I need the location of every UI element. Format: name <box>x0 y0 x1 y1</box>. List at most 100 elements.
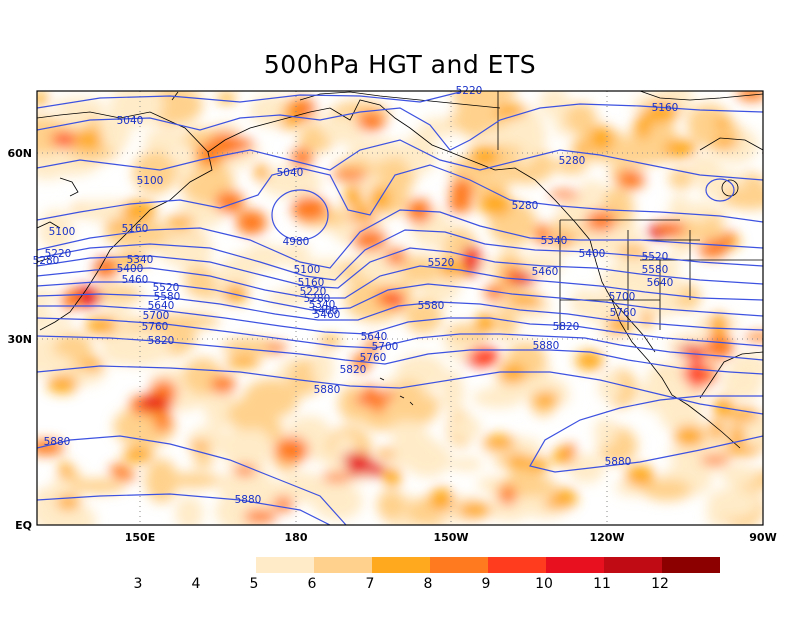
ets-patch <box>50 477 74 501</box>
ets-patch <box>291 147 313 169</box>
contour-label: 4980 <box>283 236 310 248</box>
ets-patch <box>321 115 365 144</box>
ets-patch <box>668 168 694 190</box>
ets-patch <box>122 447 153 464</box>
contour-label: 5340 <box>541 235 568 247</box>
contour-label: 5760 <box>142 321 169 333</box>
colorbar-label-7: 7 <box>366 576 375 592</box>
contour-label: 5880 <box>235 494 262 506</box>
colorbar-swatch <box>546 557 604 573</box>
ets-patch <box>563 444 577 455</box>
ets-patch <box>37 304 51 330</box>
ets-patch <box>533 391 559 408</box>
lat-label-eq: EQ <box>15 519 32 532</box>
ets-patch <box>689 154 722 185</box>
colorbar-labels: 3 4 5 6 7 8 9 10 11 12 <box>134 576 669 592</box>
ets-patch <box>94 286 141 302</box>
ets-patch <box>473 91 517 104</box>
ets-patch <box>37 91 49 106</box>
ets-patch <box>175 496 204 525</box>
figure-title: 500hPa HGT and ETS <box>263 50 537 79</box>
ets-patch <box>338 384 372 422</box>
ets-patch <box>376 489 406 521</box>
ets-patch <box>365 338 379 355</box>
ets-patch <box>493 103 527 118</box>
ets-patch <box>105 220 136 230</box>
ets-patch <box>331 169 368 181</box>
ets-patch <box>585 210 617 232</box>
ets-patch <box>556 236 572 245</box>
contour-label: 5340 <box>127 254 154 266</box>
ets-patch <box>273 496 294 512</box>
ets-patch <box>312 482 363 521</box>
colorbar-swatch <box>662 557 720 573</box>
ets-patch <box>495 307 518 340</box>
contour-label: 5220 <box>300 286 327 298</box>
ets-patch <box>575 350 604 371</box>
ets-patch <box>498 363 527 384</box>
ets-patch <box>706 487 760 519</box>
ets-patch <box>640 311 653 328</box>
map-area: 5040 5100 5100 5040 5160 5160 5220 5280 … <box>33 85 764 526</box>
ets-patch <box>448 108 510 131</box>
ets-patch <box>385 248 407 266</box>
ets-patch <box>72 286 102 308</box>
ets-patch <box>58 461 72 479</box>
ets-patch <box>551 488 578 509</box>
ets-patch <box>319 336 341 347</box>
hgt-contour-labels: 5040 5100 5100 5040 5160 5160 5220 5280 … <box>33 85 679 506</box>
ets-patch <box>39 209 73 251</box>
ets-patch <box>164 216 195 228</box>
contour-label: 5160 <box>652 102 679 114</box>
ets-patch <box>352 228 387 251</box>
contour-label: 5880 <box>605 456 632 468</box>
contour-label: 5340 <box>309 299 336 311</box>
ets-patch <box>121 200 157 221</box>
contour-label: 5820 <box>340 364 367 376</box>
ets-patch <box>291 98 316 120</box>
colorbar-swatch <box>604 557 662 573</box>
ets-patch <box>37 154 68 180</box>
ets-patch <box>570 288 600 318</box>
ets-patch <box>539 91 570 117</box>
ets-patch <box>96 259 119 276</box>
contour-label: 5460 <box>314 309 341 321</box>
contour-label: 5520 <box>642 251 669 263</box>
ets-patch <box>625 465 655 487</box>
contour-label: 5160 <box>122 223 149 235</box>
contour-label: 5520 <box>153 282 180 294</box>
ets-patch <box>506 452 529 470</box>
ets-patch <box>85 316 118 335</box>
ets-patch <box>347 463 367 477</box>
ets-patch <box>689 374 705 389</box>
contour-label: 5520 <box>428 257 455 269</box>
ets-patch <box>82 358 104 372</box>
ets-patch <box>449 416 482 440</box>
ets-patch <box>714 118 731 130</box>
ets-patch <box>507 293 544 308</box>
ets-patch <box>549 190 581 200</box>
colorbar-swatch <box>430 557 488 573</box>
ets-patch <box>210 375 236 394</box>
ets-patch <box>184 264 214 291</box>
colorbar-label-4: 4 <box>192 576 201 592</box>
colorbar-swatch <box>314 557 372 573</box>
ets-patch <box>404 299 443 334</box>
contour-label: 5400 <box>117 263 144 275</box>
ets-patch <box>513 253 565 276</box>
ets-patch <box>634 113 652 139</box>
contour-label: 5880 <box>314 384 341 396</box>
ets-patch <box>484 284 505 302</box>
contour-label: 5880 <box>533 340 560 352</box>
ets-patch <box>274 437 309 463</box>
colorbar-swatch <box>488 557 546 573</box>
ets-patch <box>75 129 103 150</box>
ets-patch <box>730 407 760 422</box>
ets-patch <box>723 231 736 242</box>
contour-label: 5100 <box>49 226 76 238</box>
ets-patch <box>450 178 474 203</box>
ets-patch <box>72 478 126 494</box>
lon-label-150e: 150E <box>125 531 155 544</box>
ets-patch <box>221 337 281 357</box>
ets-patch <box>668 194 691 222</box>
